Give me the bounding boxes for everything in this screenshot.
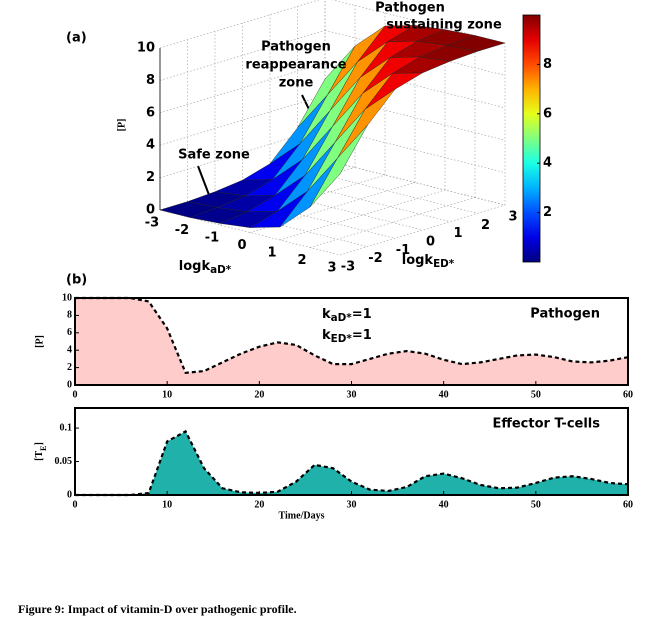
panel-label: (b) — [66, 273, 87, 288]
y-tick-label: 2 — [481, 218, 490, 233]
grid-line — [242, 184, 423, 231]
x-tick-label: 60 — [623, 389, 633, 400]
z-tick-label: 8 — [146, 73, 155, 88]
label-sub: ED* — [433, 258, 455, 270]
label-text: logk — [179, 259, 211, 274]
label: [TE] — [34, 442, 48, 461]
z-tick-label: 0 — [146, 203, 155, 218]
label-sub: E — [39, 446, 48, 451]
grid-line — [187, 201, 368, 247]
area-fill — [75, 431, 628, 495]
label-sub: aD* — [210, 264, 232, 276]
x-tick-label: 50 — [531, 389, 541, 400]
label-tail: =1 — [352, 307, 372, 322]
y-tick-label: 0 — [67, 379, 72, 390]
label-sub: aD* — [331, 312, 353, 324]
label: logkaD* — [179, 259, 232, 277]
x-tick-label: 30 — [347, 499, 357, 510]
x-tick-label: 0 — [73, 389, 78, 400]
x-tick-label: 40 — [439, 499, 449, 510]
x-tick-label: 3 — [327, 261, 336, 276]
plot-title: Effector T-cells — [492, 417, 600, 432]
line — [75, 296, 629, 374]
grid-line — [214, 193, 396, 239]
x-tick-label: 0 — [73, 499, 78, 510]
area-fill — [75, 298, 628, 385]
annotation: reappearance — [245, 58, 346, 73]
z-axis-label: [P] — [116, 119, 127, 132]
grid-line — [269, 176, 451, 222]
y-tick-label: 0 — [426, 235, 435, 250]
grid-line — [159, 209, 341, 256]
z-tick-label: 2 — [146, 170, 155, 185]
label-text: logk — [402, 253, 434, 268]
y-axis-label: [P] — [34, 335, 45, 348]
y-tick-label: 6 — [67, 327, 72, 338]
colorbar — [522, 14, 541, 263]
annotation: zone — [279, 76, 314, 91]
y-tick-label: 2 — [67, 362, 72, 373]
y-tick-label: 3 — [508, 210, 517, 225]
label-text: [T — [34, 451, 45, 461]
y-tick-label: -3 — [341, 260, 355, 275]
y-tick-label: 10 — [62, 292, 72, 303]
plot-title: Pathogen — [530, 307, 600, 322]
annotation: sustaining zone — [386, 18, 502, 33]
x-tick-label: 1 — [267, 246, 276, 261]
x-tick-label: 10 — [162, 389, 172, 400]
x-axis-label: Time/Days — [279, 510, 325, 521]
annotation: Safe zone — [178, 148, 250, 163]
colorbar-tick-label: 8 — [543, 57, 552, 72]
annotation: Pathogen — [261, 40, 331, 55]
panel-label: (a) — [66, 31, 87, 46]
grid-line — [297, 168, 478, 214]
y-tick-label: -2 — [368, 251, 382, 266]
y-tick-label: 0 — [67, 489, 72, 500]
label-text: k — [322, 328, 331, 343]
label-tail: =1 — [352, 328, 372, 343]
label: kED*=1 — [322, 328, 372, 346]
x-tick-label: 50 — [531, 499, 541, 510]
grid-line — [324, 159, 506, 206]
label: kaD*=1 — [322, 307, 372, 325]
x-tick-label: 20 — [254, 499, 264, 510]
caption: Figure 9: Impact of vitamin-D over patho… — [18, 602, 297, 616]
grid-line — [324, 62, 506, 109]
x-tick-label: 30 — [347, 389, 357, 400]
colorbar-tick-label: 6 — [543, 106, 552, 121]
z-tick-label: 6 — [146, 105, 155, 120]
z-tick-label: 4 — [146, 138, 155, 153]
annotation: Pathogen — [375, 1, 445, 16]
x-tick-label: 40 — [439, 389, 449, 400]
line — [75, 429, 629, 497]
x-tick-label: -1 — [205, 231, 219, 246]
y-tick-label: 1 — [453, 226, 462, 241]
label-sub: ED* — [331, 333, 353, 345]
grid-line — [159, 94, 326, 146]
x-tick-label: 0 — [237, 238, 246, 253]
y-tick-label: 0.05 — [55, 456, 73, 467]
x-tick-label: 10 — [162, 499, 172, 510]
label-tail: ] — [34, 442, 45, 445]
x-tick-label: 2 — [297, 253, 306, 268]
label-text: k — [322, 307, 331, 322]
z-tick-label: 10 — [137, 41, 155, 56]
colorbar-tick-label: 4 — [543, 156, 552, 171]
colorbar-tick-label: 2 — [543, 205, 552, 220]
x-tick-label: 20 — [254, 389, 264, 400]
x-tick-label: 60 — [623, 499, 633, 510]
surface-cell — [309, 125, 368, 208]
label: logkED* — [402, 253, 455, 271]
y-tick-label: 8 — [67, 310, 72, 321]
y-tick-label: -1 — [396, 243, 410, 258]
grid-line — [159, 62, 326, 114]
y-tick-label: 0.1 — [60, 422, 73, 433]
x-tick-label: -2 — [175, 223, 189, 238]
grid-line — [324, 94, 506, 141]
x-tick-label: -3 — [145, 216, 159, 231]
y-tick-label: 4 — [67, 344, 72, 355]
